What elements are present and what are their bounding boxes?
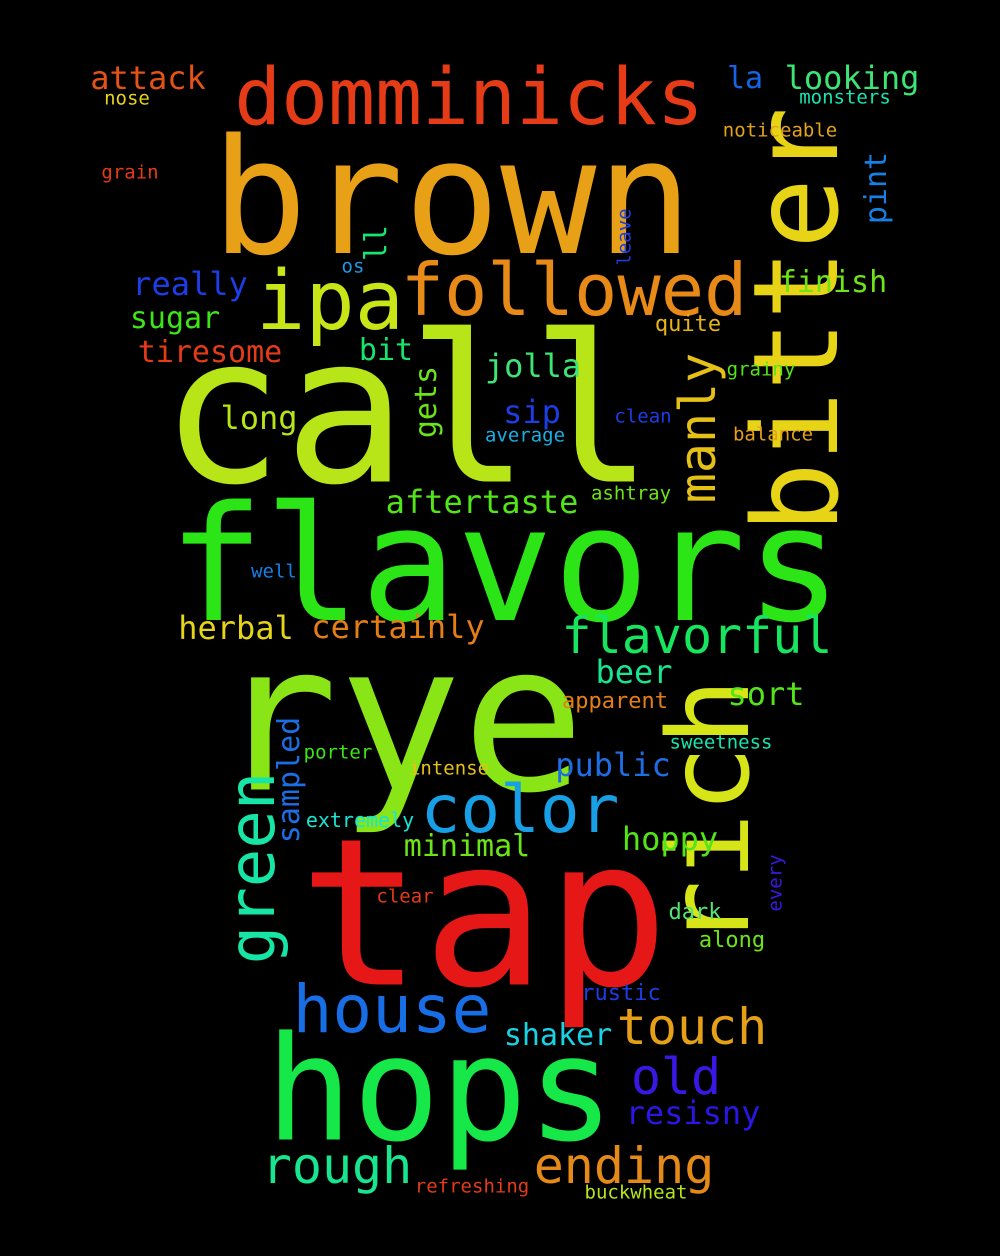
word-long: long [220,399,298,437]
word-porter: porter [303,741,373,764]
word-beer: beer [595,653,673,691]
word-every: every [764,854,787,912]
word-sip: sip [503,393,561,431]
word-ashtray: ashtray [590,482,672,505]
word-rye: rye [214,600,586,839]
word-pint: pint [859,151,894,225]
word-noticeable: noticeable [722,119,838,142]
word-public: public [555,746,671,784]
word-average: average [484,424,566,447]
word-sweetness: sweetness [669,731,773,754]
word-tap: tap [298,795,670,1034]
word-tiresome: tiresome [137,335,283,370]
word-extremely: extremely [305,808,415,832]
word-along: along [698,928,766,953]
word-minimal: minimal [403,829,531,864]
word-resisny: resisny [625,1094,761,1132]
word-ll: ll [359,224,394,262]
word-shaker: shaker [503,1018,613,1053]
word-brown: brown [211,104,693,291]
word-intense: intense [408,757,490,780]
word-sort: sort [727,675,805,713]
word-manly: manly [669,352,727,504]
word-os: os [341,255,365,278]
word-looking: looking [784,59,920,97]
word-finish: finish [778,265,888,300]
word-bit: bit [358,333,414,368]
word-really: really [132,265,248,303]
word-nose: nose [104,87,150,110]
word-ipa: ipa [255,254,405,349]
word-call: call [160,292,654,531]
word-leave: leave [613,208,636,266]
word-flavors: flavors [167,471,843,658]
word-refreshing: refreshing [414,1175,530,1198]
word-la: la [726,61,764,96]
word-gets: gets [409,365,444,439]
word-rustic: rustic [581,981,661,1006]
word-dark: dark [668,900,722,925]
word-clear: clear [376,885,434,908]
word-touch: touch [616,998,768,1056]
word-old: old [630,1048,722,1106]
word-clean: clean [614,405,672,428]
word-buckwheat: buckwheat [584,1181,688,1204]
word-domminicks: domminicks [234,53,704,143]
word-hops: hops [265,1005,615,1175]
word-flavorful: flavorful [561,607,833,665]
word-color: color [420,771,620,848]
word-bitter: bitter [727,106,865,534]
word-ending: ending [533,1137,715,1195]
word-jolla: jolla [484,347,582,385]
word-sampled: sampled [272,716,307,844]
word-certainly: certainly [311,608,485,646]
word-sugar: sugar [129,301,221,336]
word-grainy: grainy [726,358,796,381]
word-followed: followed [400,248,748,332]
word-house: house [292,971,492,1048]
word-aftertaste: aftertaste [385,483,579,521]
word-grain: grain [101,161,159,184]
word-quite: quite [654,312,722,337]
word-herbal: herbal [178,609,294,647]
word-attack: attack [90,59,206,97]
word-rough: rough [261,1137,413,1195]
word-balance: balance [732,423,814,446]
word-monsters: monsters [799,86,891,109]
word-hoppy: hoppy [621,820,719,858]
word-apparent: apparent [562,689,668,714]
word-well: well [251,560,297,583]
